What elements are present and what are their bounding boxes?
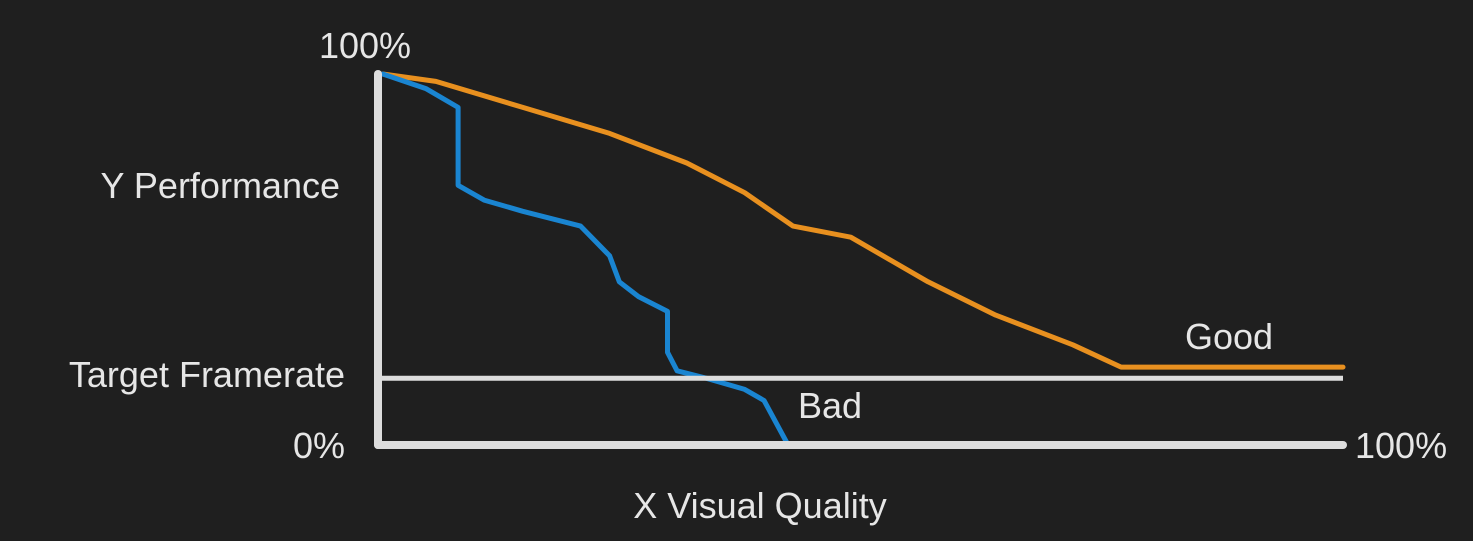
series-layer [380,71,1346,448]
x-axis-label: X Visual Quality [633,485,886,526]
series-label-good: Good [1185,316,1273,357]
series-line-good [380,71,1346,370]
y-axis-min-label: 0% [293,425,345,466]
series-line-bad [380,71,791,448]
x-axis-max-label: 100% [1355,425,1447,466]
y-axis-max-label: 100% [319,25,411,66]
y-axis-label: Y Performance [101,165,340,206]
series-label-bad: Bad [798,385,862,426]
target-framerate-label: Target Framerate [69,354,345,395]
